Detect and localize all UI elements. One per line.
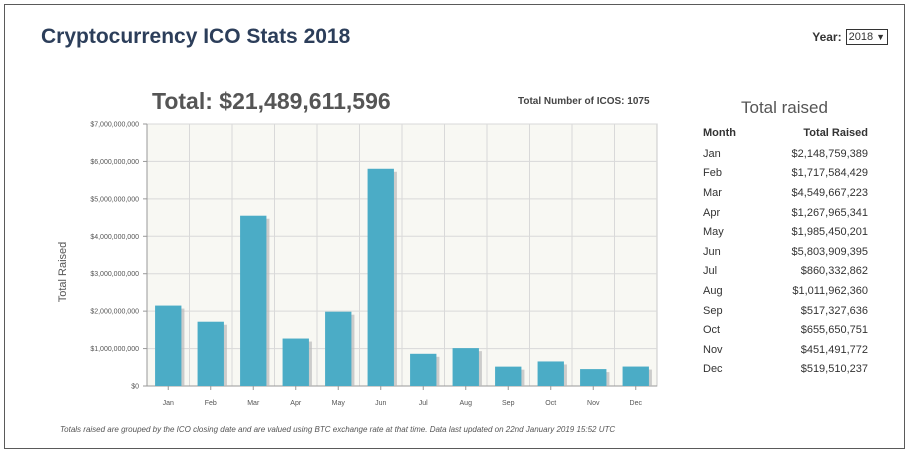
total-amount: Total: $21,489,611,596 bbox=[152, 88, 391, 114]
bar bbox=[155, 305, 182, 386]
x-tick-label: Dec bbox=[630, 400, 643, 407]
table-row: Apr $1,267,965,341 bbox=[703, 203, 868, 223]
row-total: $517,327,636 bbox=[800, 304, 868, 317]
table-row: Jul $860,332,862 bbox=[703, 262, 868, 282]
bar-chart: Total Raised $0 $1,000,000,000 $2,000,000,… bbox=[57, 122, 658, 407]
bar bbox=[367, 168, 394, 386]
row-total: $1,985,450,201 bbox=[791, 226, 868, 239]
bar bbox=[580, 369, 607, 386]
y-tick-label: $4,000,000,000 bbox=[90, 234, 139, 241]
bar bbox=[282, 338, 309, 386]
x-tick-label: Feb bbox=[205, 400, 217, 407]
total-ico-count: Total Number of ICOS: 1075 bbox=[518, 96, 650, 107]
row-month: Aug bbox=[703, 284, 723, 297]
table-row: May $1,985,450,201 bbox=[703, 222, 868, 242]
col-total-header: Total Raised bbox=[803, 127, 868, 139]
x-tick-label: Apr bbox=[290, 400, 302, 407]
row-month: Jul bbox=[703, 265, 718, 278]
chevron-down-icon: ▼ bbox=[876, 32, 885, 42]
footnote: Totals raised are grouped by the ICO clo… bbox=[60, 425, 616, 434]
bar bbox=[240, 215, 267, 386]
x-tick-label: Jun bbox=[375, 400, 386, 407]
year-label: Year: bbox=[812, 30, 842, 44]
row-month: Apr bbox=[703, 206, 721, 219]
x-tick-label: Nov bbox=[587, 400, 600, 407]
year-select[interactable]: 2018 ▼ bbox=[845, 29, 888, 45]
row-month: Feb bbox=[703, 167, 722, 180]
x-tick-label: Jan bbox=[163, 400, 174, 407]
x-tick-label: May bbox=[332, 400, 346, 407]
x-tick-label: Mar bbox=[247, 400, 260, 407]
totals-panel-title: Total raised bbox=[741, 98, 828, 117]
y-tick-label: $1,000,000,000 bbox=[90, 346, 139, 353]
bar bbox=[495, 366, 522, 386]
table-row: Jun $5,803,909,395 bbox=[703, 242, 868, 262]
row-total: $519,510,237 bbox=[800, 363, 868, 376]
totals-table-header: Month Total Raised bbox=[703, 127, 868, 144]
row-total: $1,011,962,360 bbox=[792, 284, 868, 297]
table-row: Jan $2,148,759,389 bbox=[703, 144, 868, 164]
x-tick-label: Jul bbox=[419, 400, 428, 407]
row-total: $1,267,965,341 bbox=[791, 206, 868, 219]
row-month: Dec bbox=[703, 363, 723, 376]
row-month: May bbox=[703, 226, 724, 239]
bar bbox=[325, 311, 352, 386]
x-tick-label: Aug bbox=[460, 400, 473, 407]
row-total: $451,491,772 bbox=[800, 343, 868, 356]
row-total: $5,803,909,395 bbox=[791, 245, 868, 258]
col-month-header: Month bbox=[703, 127, 736, 139]
row-total: $1,717,584,429 bbox=[791, 167, 868, 180]
row-total: $2,148,759,389 bbox=[791, 147, 868, 160]
x-tick-label: Sep bbox=[502, 400, 515, 407]
table-row: Feb $1,717,584,429 bbox=[703, 164, 868, 184]
page-title: Cryptocurrency ICO Stats 2018 bbox=[41, 25, 351, 48]
row-total: $860,332,862 bbox=[800, 265, 868, 278]
y-tick-label: $3,000,000,000 bbox=[90, 271, 139, 278]
row-month: Mar bbox=[703, 186, 722, 199]
y-tick-label: $6,000,000,000 bbox=[90, 159, 139, 166]
totals-table: Month Total Raised Jan $2,148,759,389 Feb $… bbox=[703, 127, 868, 379]
year-filter: Year: 2018 ▼ bbox=[812, 29, 888, 45]
y-tick-label: $0 bbox=[131, 384, 139, 391]
row-total: $4,549,667,223 bbox=[791, 186, 868, 199]
table-row: Aug $1,011,962,360 bbox=[703, 281, 868, 301]
x-tick-label: Oct bbox=[545, 400, 556, 407]
row-month: Jan bbox=[703, 147, 721, 160]
row-total: $655,650,751 bbox=[800, 324, 868, 337]
row-month: Jun bbox=[703, 245, 721, 258]
table-row: Sep $517,327,636 bbox=[703, 301, 868, 321]
row-month: Nov bbox=[703, 343, 723, 356]
bar bbox=[410, 353, 437, 386]
table-row: Oct $655,650,751 bbox=[703, 320, 868, 340]
bar bbox=[537, 361, 564, 386]
year-select-value: 2018 bbox=[848, 31, 874, 43]
bar bbox=[452, 348, 479, 386]
y-axis-label: Total Raised bbox=[57, 242, 69, 303]
bar bbox=[197, 321, 224, 386]
y-tick-label: $2,000,000,000 bbox=[90, 309, 139, 316]
row-month: Sep bbox=[703, 304, 723, 317]
y-tick-label: $7,000,000,000 bbox=[90, 122, 139, 129]
row-month: Oct bbox=[703, 324, 721, 337]
table-row: Mar $4,549,667,223 bbox=[703, 183, 868, 203]
table-row: Nov $451,491,772 bbox=[703, 340, 868, 360]
bar bbox=[622, 366, 649, 386]
table-row: Dec $519,510,237 bbox=[703, 360, 868, 380]
y-tick-label: $5,000,000,000 bbox=[90, 196, 139, 203]
